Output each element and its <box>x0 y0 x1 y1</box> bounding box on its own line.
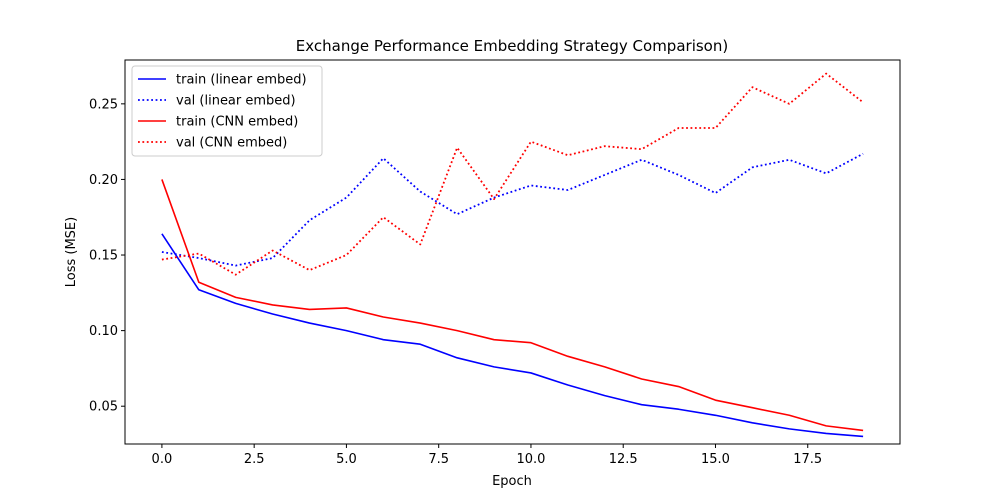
chart-title: Exchange Performance Embedding Strategy … <box>296 37 728 55</box>
x-tick-label: 17.5 <box>793 452 822 467</box>
x-tick-label: 12.5 <box>609 452 638 467</box>
legend-label: train (linear embed) <box>176 73 307 88</box>
y-tick-label: 0.20 <box>89 173 118 188</box>
x-tick-label: 10.0 <box>516 452 545 467</box>
y-tick-label: 0.10 <box>89 324 118 339</box>
x-tick-label: 2.5 <box>244 452 265 467</box>
y-tick-label: 0.15 <box>89 249 118 264</box>
series-line-train-cnn-embed <box>161 179 864 432</box>
y-tick-label: 0.25 <box>89 97 118 112</box>
axis-ticks: 0.0 2.5 5.0 7.5 10.0 12.5 15.0 17.5 0.05 0.10 0.15… <box>89 97 822 467</box>
x-tick-label: 0.0 <box>152 452 173 467</box>
legend-label: val (CNN embed) <box>176 136 287 151</box>
x-tick-label: 15.0 <box>701 452 730 467</box>
legend-box <box>131 65 323 157</box>
y-tick-label: 0.05 <box>89 400 118 415</box>
x-axis-label: Epoch <box>492 474 532 489</box>
x-tick-label: 5.0 <box>336 452 357 467</box>
series-line-train-linear-embed <box>161 233 864 438</box>
series-line-val-cnn-embed <box>161 72 864 276</box>
series-line-val-linear-embed <box>161 152 864 267</box>
legend: train (linear embed) val (linear embed) tr… <box>131 65 323 157</box>
plot-area <box>161 72 864 438</box>
y-axis-label: Loss (MSE) <box>64 217 79 287</box>
plot-frame <box>124 59 901 445</box>
x-tick-label: 7.5 <box>428 452 449 467</box>
legend-label: train (CNN embed) <box>176 115 298 130</box>
legend-label: val (linear embed) <box>176 94 296 109</box>
